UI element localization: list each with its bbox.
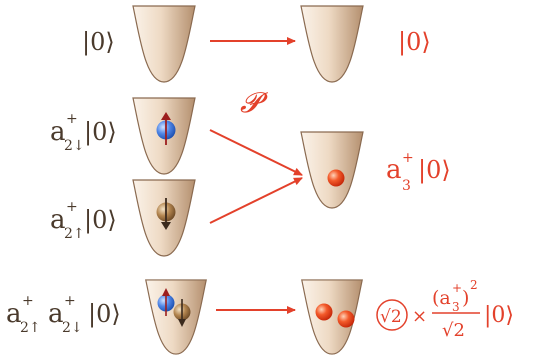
center-ket: |0⟩ [418,156,451,185]
center-op: a [386,155,402,185]
spin-down-ket: |0⟩ [84,118,117,147]
two-particle-pair-right [315,303,355,328]
sqrt2-circled: √2 [380,307,402,327]
two-particle-label: a + 2↑ a + 2↓ |0⟩ [6,293,121,336]
two-particle-pair-left [157,288,191,327]
denominator: √2 [442,320,465,341]
well-vacuum-left [132,5,196,83]
spin-up-particle [156,198,176,230]
spin-down-dagger: + [66,111,78,127]
numerator-op: (a [432,287,451,309]
two-particle-op1: a [6,299,22,329]
two-particle-ket: |0⟩ [88,300,121,329]
two-particle-sub1: 2↑ [20,320,41,336]
sqrt2-circle [376,299,408,331]
well-center [300,131,364,209]
times-sign: × [412,306,427,327]
projection-symbol: 𝓟 [240,86,268,119]
two-particle-dagger2: + [64,293,76,309]
numerator-close: ) [462,287,469,309]
arrow-spin-down-to-center [209,129,303,176]
spin-up-ket: |0⟩ [84,206,117,235]
numerator-sub: 3 [452,300,460,314]
result-ket: |0⟩ [484,303,514,328]
numerator-dagger: + [452,281,462,295]
spin-down-op: a [50,117,66,147]
spin-up-dagger: + [66,199,78,215]
spin-down-sub: 2↓ [64,138,85,154]
two-particle-op2: a [48,299,64,329]
spin-up-label: a + 2↑ |0⟩ [50,199,117,242]
result-expression: √2 × (a + 3 ) 2 √2 |0⟩ [376,278,514,341]
arrow-spin-up-to-center [209,177,303,224]
numerator-power: 2 [470,278,478,292]
spin-down-label: a + 2↓ |0⟩ [50,111,117,154]
two-particle-sub2: 2↓ [62,320,83,336]
center-label: a + 3 |0⟩ [386,150,451,194]
spin-up-op: a [50,205,66,235]
vacuum-right-ket: |0⟩ [398,28,431,57]
well-vacuum-right [300,5,364,83]
center-particle [327,169,345,187]
spin-down-particle [156,112,176,145]
center-dagger: + [402,150,414,166]
vacuum-left-ket: |0⟩ [82,28,115,57]
center-sub: 3 [402,178,411,194]
spin-up-sub: 2↑ [64,226,85,242]
two-particle-dagger1: + [22,293,34,309]
